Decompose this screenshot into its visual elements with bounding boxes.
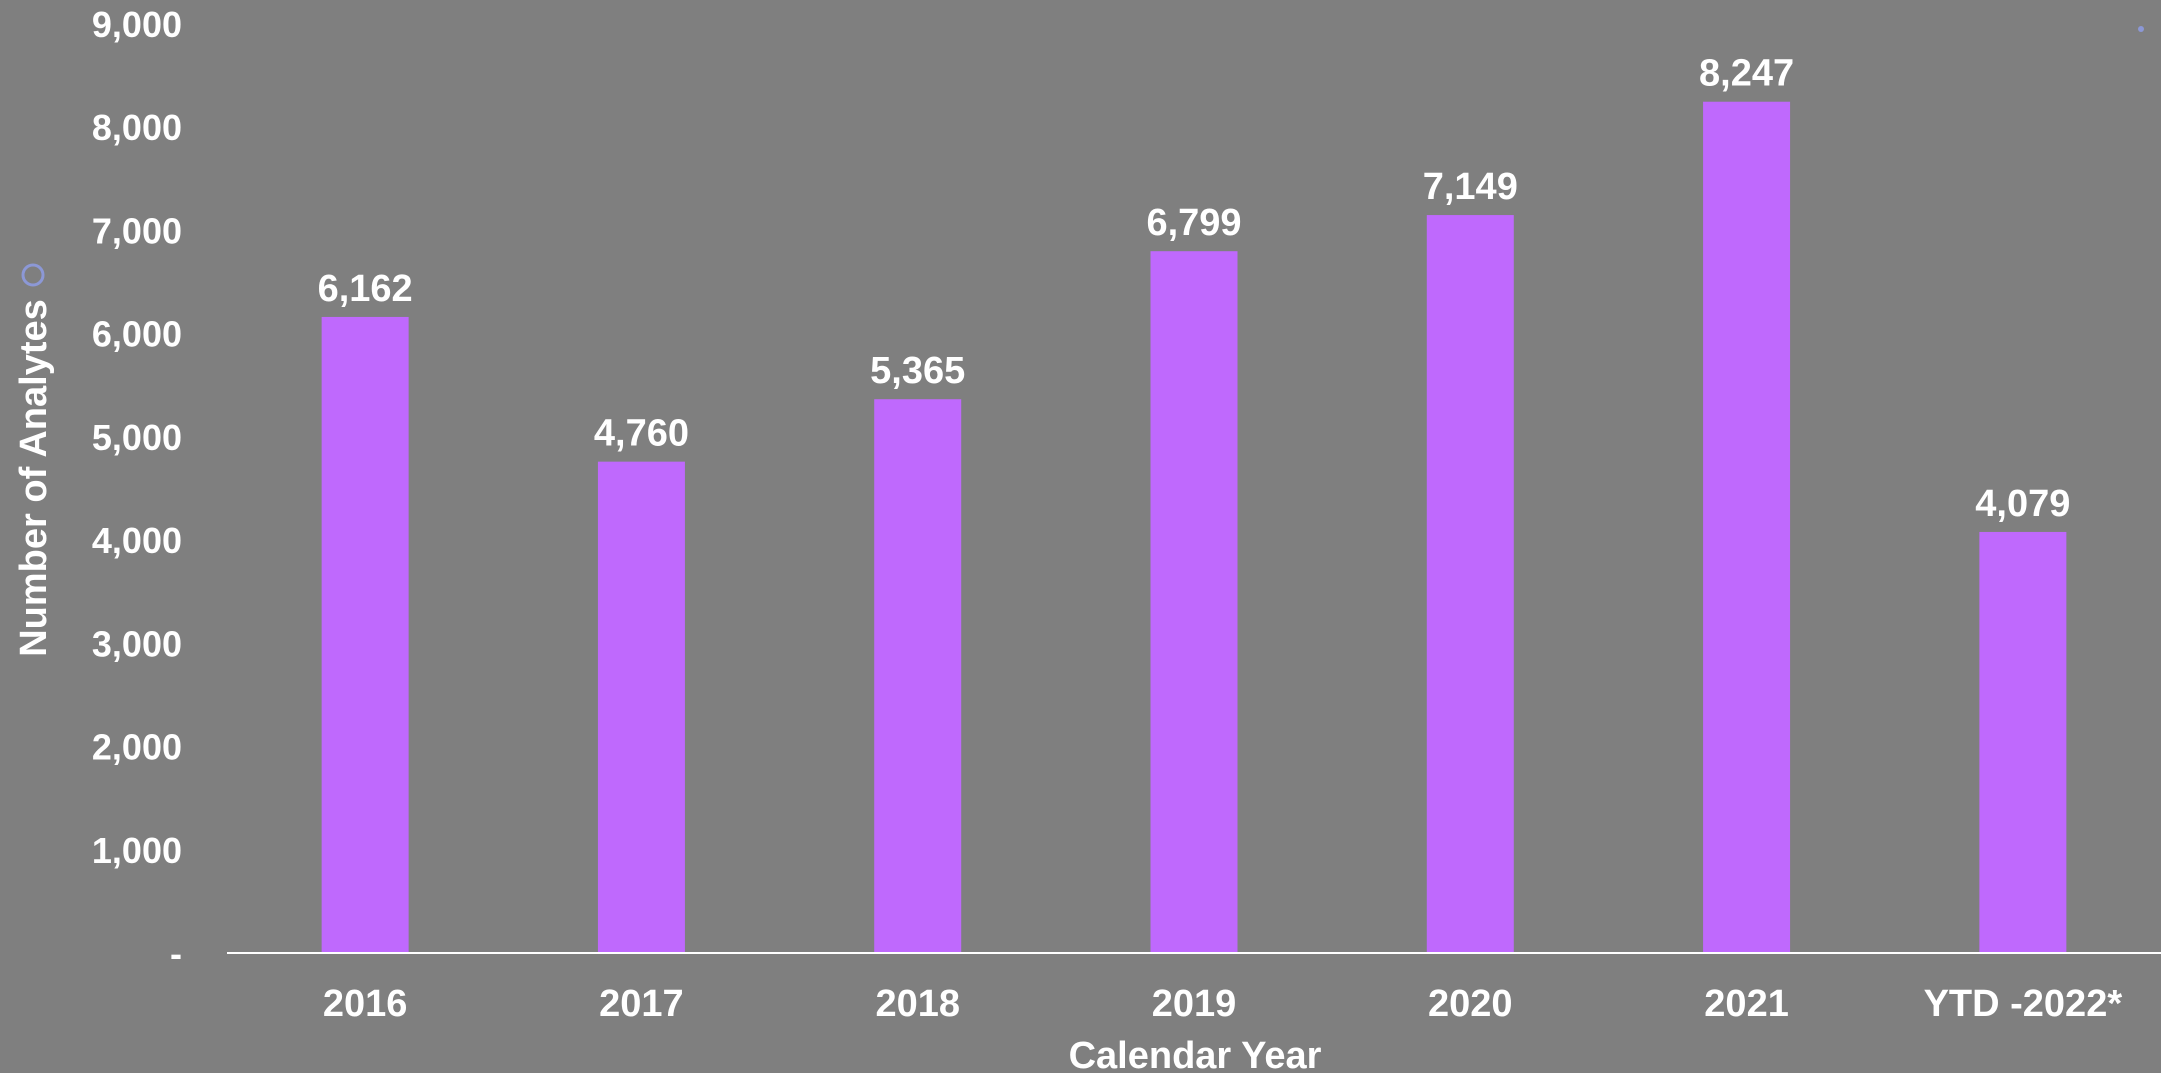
y-tick-label: 7,000 [92, 210, 182, 251]
y-tick-label: 4,000 [92, 520, 182, 561]
y-tick-label: 3,000 [92, 623, 182, 664]
bar-value-label: 4,760 [594, 413, 689, 455]
x-tick-label: 2017 [599, 983, 684, 1025]
bar-value-label: 4,079 [1975, 483, 2070, 525]
bar-value-label: 8,247 [1699, 53, 1794, 95]
bar [1703, 101, 1791, 954]
bar [1426, 215, 1514, 953]
y-tick-label: 9,000 [92, 4, 182, 45]
marker-ring-icon [21, 263, 45, 287]
bar [1150, 251, 1238, 953]
x-tick-label: 2021 [1704, 983, 1789, 1025]
x-tick-label: 2018 [875, 983, 960, 1025]
bar [597, 461, 685, 953]
y-tick-label: - [170, 933, 182, 974]
x-tick-label: 2020 [1428, 983, 1513, 1025]
x-tick-label: 2019 [1152, 983, 1237, 1025]
bar [874, 399, 962, 953]
bar [321, 316, 409, 953]
data-labels: 6,162 4,760 5,365 6,799 7,149 8,247 4,079 [318, 53, 2071, 525]
marker-dot-icon [2138, 26, 2144, 32]
y-tick-label: 5,000 [92, 417, 182, 458]
x-tick-label: YTD -2022* [1924, 983, 2123, 1025]
y-tick-label: 2,000 [92, 727, 182, 768]
x-tick-label: 2016 [323, 983, 408, 1025]
x-axis-label: Calendar Year [1069, 1035, 1322, 1073]
y-tick-label: 1,000 [92, 830, 182, 871]
bar-value-label: 6,162 [318, 268, 413, 310]
bar-value-label: 6,799 [1146, 202, 1241, 244]
y-axis-label: Number of Analytes [13, 299, 55, 657]
y-axis-ticks: - 1,000 2,000 3,000 4,000 5,000 6,000 7,000 8,00… [92, 4, 182, 974]
x-axis-ticks: 2016 2017 2018 2019 2020 2021 YTD -2022* [323, 983, 2122, 1025]
bar [1979, 531, 2067, 953]
bar-value-label: 7,149 [1423, 166, 1518, 208]
bar-value-label: 5,365 [870, 350, 965, 392]
y-tick-label: 6,000 [92, 314, 182, 355]
y-tick-label: 8,000 [92, 107, 182, 148]
bars [321, 101, 2067, 954]
